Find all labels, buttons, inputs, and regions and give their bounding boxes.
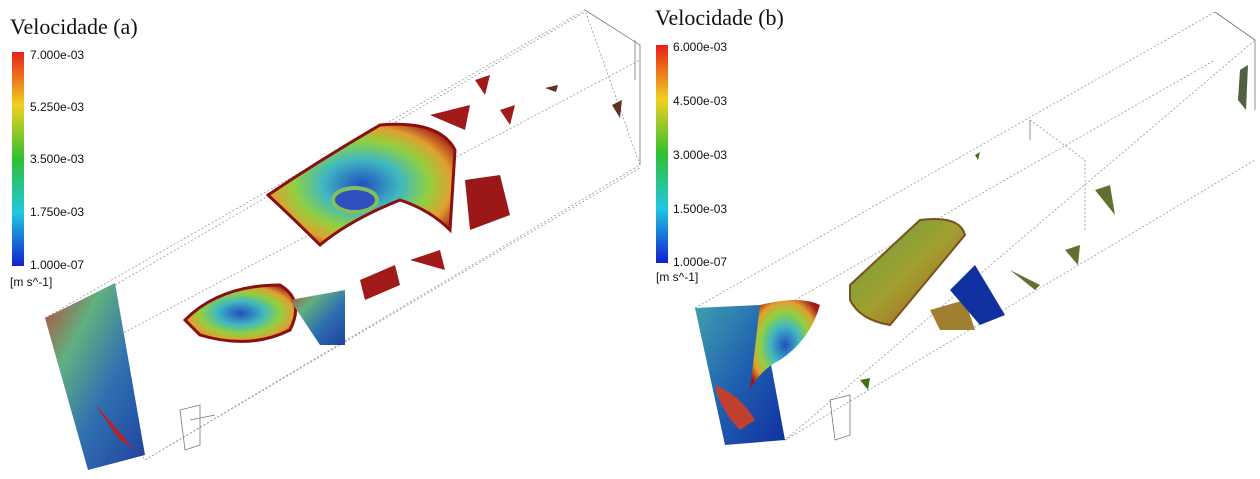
flow-field <box>695 65 1248 445</box>
colorbar-label: 3.000e-03 <box>673 148 727 162</box>
wireframe <box>695 12 1255 440</box>
colorbar-label: 1.750e-03 <box>30 205 84 219</box>
colorbar-label: 4.500e-03 <box>673 94 727 108</box>
unit-label: [m s^-1] <box>656 270 698 284</box>
colorbar-label: 1.000e-07 <box>30 258 84 272</box>
wireframe <box>45 10 640 460</box>
flow-field <box>45 75 622 470</box>
colorbar-label: 6.000e-03 <box>673 40 727 54</box>
colorbar-label: 1.500e-03 <box>673 202 727 216</box>
figure: Velocidade (a) 7.000e-03 5.250e-03 3.500… <box>0 0 1260 479</box>
panel-title: Velocidade (a) <box>10 14 138 39</box>
colorbar-label: 3.500e-03 <box>30 152 84 166</box>
panel-a: Velocidade (a) 7.000e-03 5.250e-03 3.500… <box>10 10 640 470</box>
colorbar-label: 1.000e-07 <box>673 255 727 269</box>
panel-b: Velocidade (b) 6.000e-03 4.500e-03 3.000… <box>655 5 1255 445</box>
colorbar-label: 7.000e-03 <box>30 48 84 62</box>
panel-title: Velocidade (b) <box>655 5 784 30</box>
colorbar <box>656 45 668 263</box>
colorbar <box>12 52 24 266</box>
unit-label: [m s^-1] <box>10 275 52 289</box>
colorbar-label: 5.250e-03 <box>30 100 84 114</box>
